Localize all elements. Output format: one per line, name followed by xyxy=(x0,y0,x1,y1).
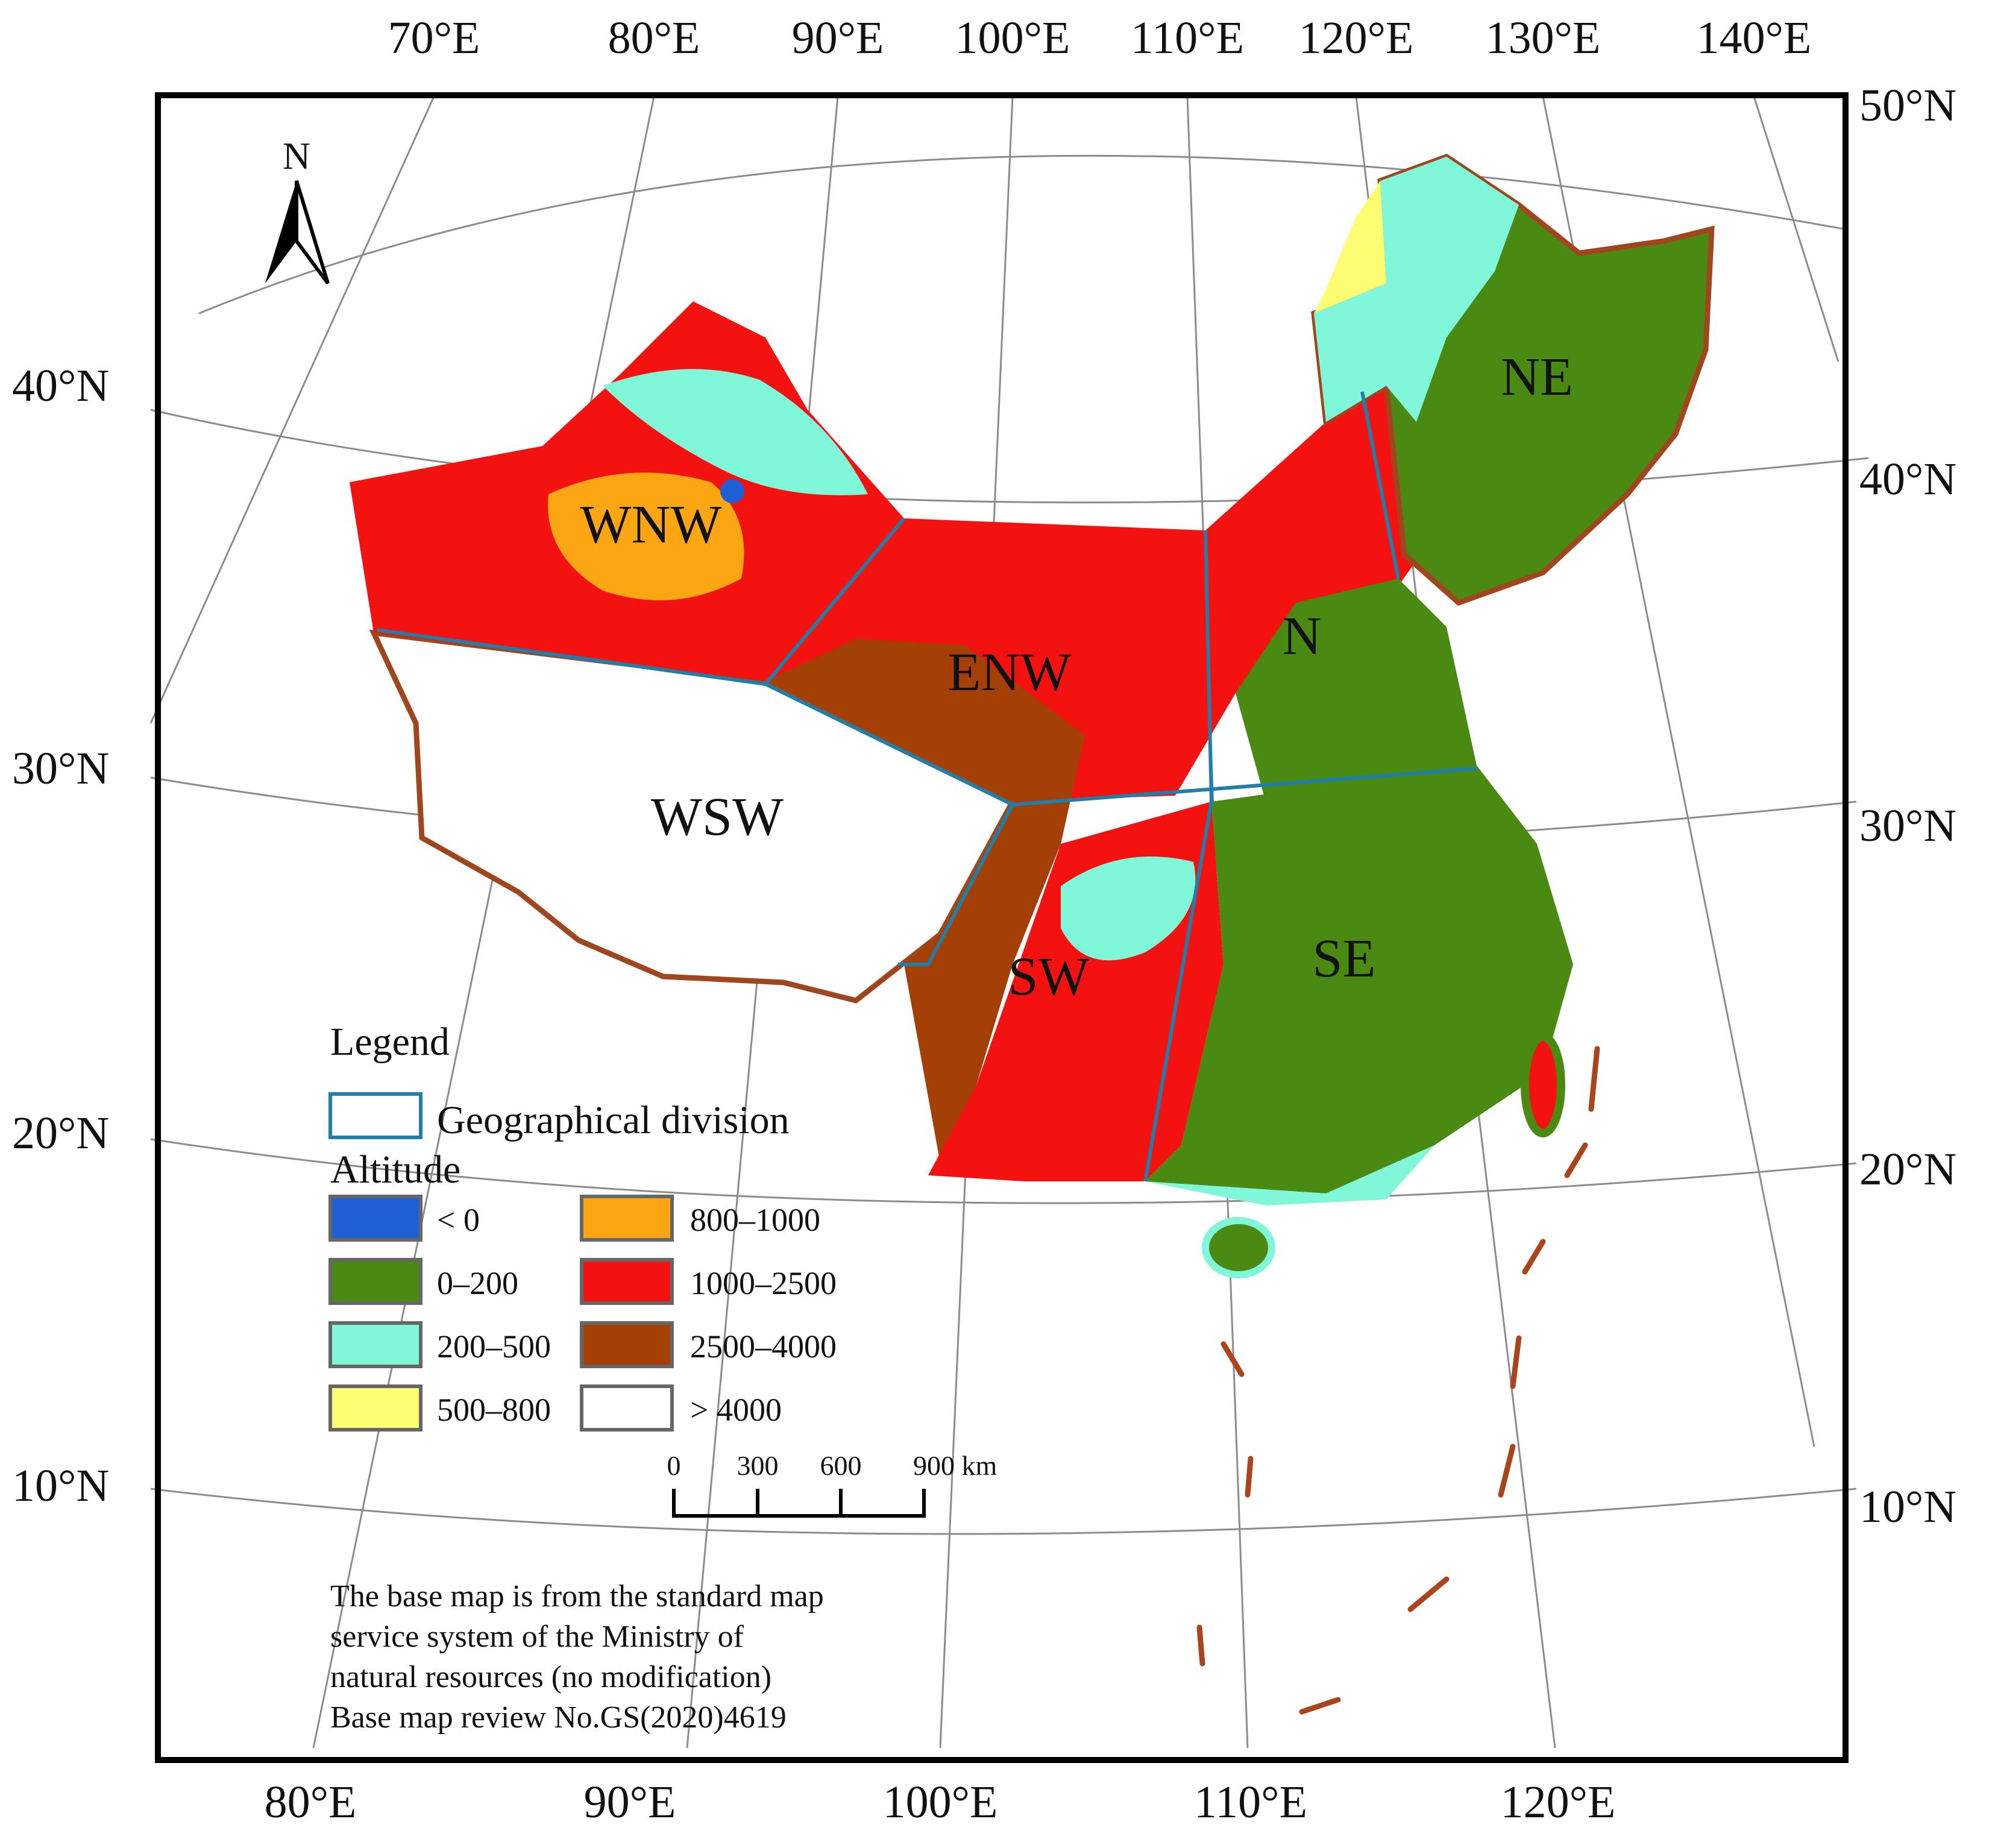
altitude-title: Altitude xyxy=(330,1148,460,1192)
legend-swatch-3 xyxy=(328,1384,423,1432)
region-label-ne: NE xyxy=(1501,347,1573,407)
svg-text:Base map review No.GS(2020)461: Base map review No.GS(2020)4619 xyxy=(330,1700,787,1735)
svg-text:80°E: 80°E xyxy=(608,13,700,63)
north-arrow: N xyxy=(265,134,330,284)
svg-text:0: 0 xyxy=(667,1450,681,1481)
svg-text:110°E: 110°E xyxy=(1194,1777,1307,1828)
svg-text:110°E: 110°E xyxy=(1131,13,1244,63)
division-label: Geographical division xyxy=(437,1098,790,1142)
dashed-border xyxy=(1196,1046,1600,1715)
legend-label-4: 800–1000 xyxy=(690,1202,820,1238)
scale-bar: 0 300 600 900 km xyxy=(667,1450,997,1518)
svg-text:90°E: 90°E xyxy=(792,13,884,63)
svg-text:30°N: 30°N xyxy=(12,743,109,794)
svg-text:120°E: 120°E xyxy=(1501,1777,1616,1828)
southeast-area xyxy=(1145,765,1573,1193)
left-axis: 40°N 30°N 20°N 10°N xyxy=(12,360,109,1511)
svg-text:The base map is from the stand: The base map is from the standard map xyxy=(330,1579,824,1614)
svg-text:300: 300 xyxy=(737,1450,779,1481)
legend-title: Legend xyxy=(330,1020,450,1064)
svg-text:10°N: 10°N xyxy=(1859,1482,1956,1532)
hainan-island xyxy=(1202,1217,1275,1278)
region-label-sw: SW xyxy=(1008,947,1090,1007)
map-frame xyxy=(155,92,1849,1763)
svg-text:20°N: 20°N xyxy=(12,1108,109,1158)
svg-text:120°E: 120°E xyxy=(1299,13,1414,63)
lake-below-sea xyxy=(720,479,744,503)
taiwan-island xyxy=(1521,1032,1565,1137)
svg-text:service system of the Ministry: service system of the Ministry of xyxy=(330,1620,744,1654)
svg-text:10°N: 10°N xyxy=(12,1460,109,1511)
svg-text:900 km: 900 km xyxy=(913,1450,997,1481)
top-axis: 70°E 80°E 90°E 100°E 110°E 120°E 130°E 1… xyxy=(388,13,1812,63)
svg-text:20°N: 20°N xyxy=(1859,1144,1956,1195)
plateau-rim xyxy=(765,639,1085,1163)
right-axis: 50°N 40°N 30°N 20°N 10°N xyxy=(1859,80,1956,1532)
legend-label-6: 2500–4000 xyxy=(690,1328,837,1365)
svg-text:600: 600 xyxy=(820,1450,862,1481)
legend-swatch-5 xyxy=(580,1258,674,1305)
region-label-se: SE xyxy=(1312,929,1375,988)
svg-text:N: N xyxy=(283,134,310,177)
north-plain xyxy=(1236,579,1477,802)
svg-text:50°N: 50°N xyxy=(1859,80,1956,131)
svg-text:natural resources (no modifica: natural resources (no modification) xyxy=(330,1660,771,1694)
bottom-axis: 80°E 90°E 100°E 110°E 120°E xyxy=(265,1777,1616,1828)
division-swatch xyxy=(328,1092,423,1139)
legend-swatch-4 xyxy=(580,1195,674,1242)
legend-label-0: < 0 xyxy=(437,1202,480,1238)
northwest-band xyxy=(350,301,1447,802)
northeast-highland xyxy=(1314,157,1519,422)
svg-text:70°E: 70°E xyxy=(388,13,480,63)
svg-text:100°E: 100°E xyxy=(883,1777,998,1828)
southeast-fringe xyxy=(1145,1145,1434,1205)
legend-swatch-1 xyxy=(328,1258,423,1305)
sichuan-basin xyxy=(1061,856,1196,961)
northeast-yellow xyxy=(1314,181,1386,313)
svg-text:40°N: 40°N xyxy=(12,360,109,411)
region-label-enw: ENW xyxy=(948,643,1072,702)
legend-swatch-6 xyxy=(580,1321,674,1368)
region-label-wsw: WSW xyxy=(651,787,784,847)
svg-text:40°N: 40°N xyxy=(1859,454,1956,504)
legend-swatch-0 xyxy=(328,1195,423,1242)
legend-label-1: 0–200 xyxy=(437,1265,518,1301)
legend-label-5: 1000–2500 xyxy=(690,1265,837,1301)
wnw-basin xyxy=(548,473,744,600)
region-label-n: N xyxy=(1283,606,1322,666)
svg-text:30°N: 30°N xyxy=(1859,800,1956,851)
legend-swatch-2 xyxy=(328,1321,423,1368)
legend-label-7: > 4000 xyxy=(690,1392,782,1428)
region-labels: WNW ENW N NE WSW SW SE xyxy=(580,347,1573,1007)
wnw-north-basin xyxy=(603,369,868,495)
legend-swatch-7 xyxy=(580,1384,674,1432)
geographical-divisions xyxy=(376,391,1477,1182)
source-note: The base map is from the standard map se… xyxy=(330,1579,824,1735)
svg-text:130°E: 130°E xyxy=(1486,13,1601,63)
legend-label-2: 200–500 xyxy=(437,1328,551,1365)
svg-text:100°E: 100°E xyxy=(955,13,1070,63)
north-arrow-icon xyxy=(265,181,297,283)
svg-text:90°E: 90°E xyxy=(584,1777,676,1828)
region-label-wnw: WNW xyxy=(580,495,722,555)
legend: Legend Geographical division Altitude < … xyxy=(328,1020,837,1432)
legend-label-3: 500–800 xyxy=(437,1392,551,1428)
svg-text:140°E: 140°E xyxy=(1697,13,1812,63)
svg-text:80°E: 80°E xyxy=(265,1777,357,1828)
